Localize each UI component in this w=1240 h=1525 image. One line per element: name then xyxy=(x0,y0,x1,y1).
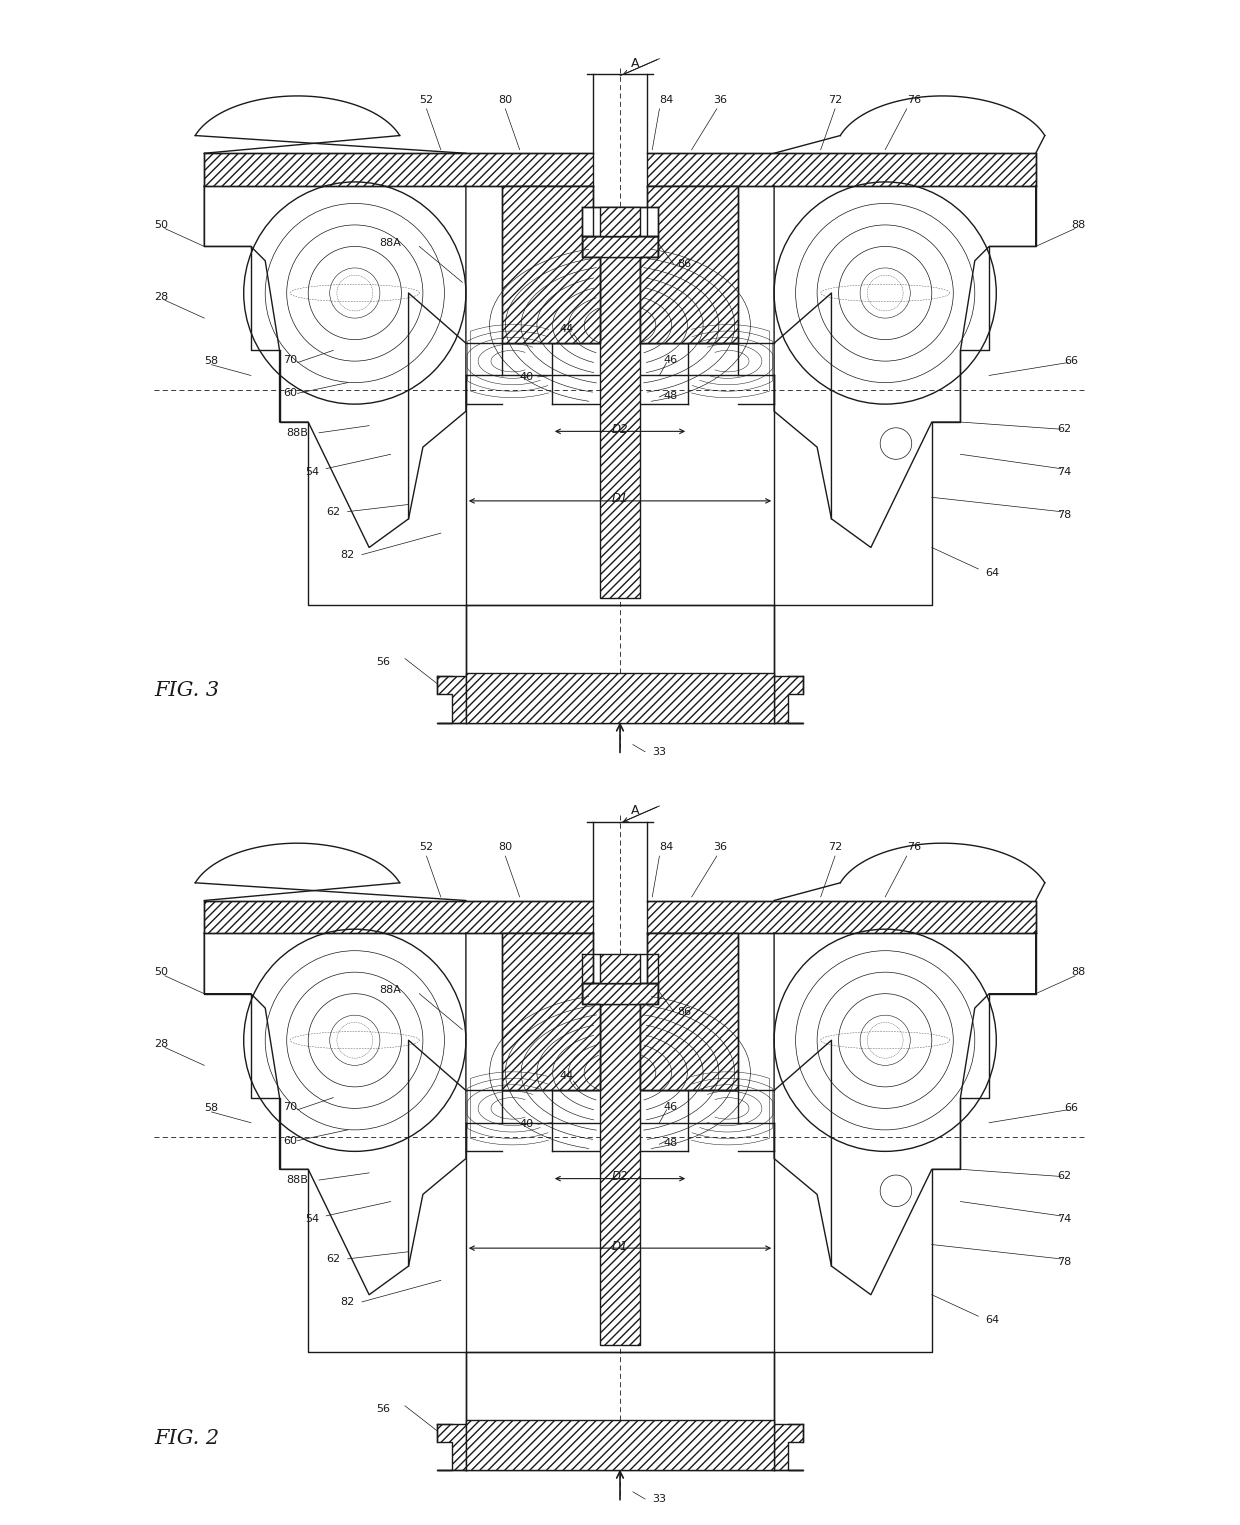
Text: 48: 48 xyxy=(663,390,677,401)
Polygon shape xyxy=(502,933,600,1090)
Text: 80: 80 xyxy=(498,95,512,105)
Text: 66: 66 xyxy=(1065,1104,1079,1113)
Text: 36: 36 xyxy=(713,95,728,105)
Polygon shape xyxy=(647,154,1035,186)
Text: D2: D2 xyxy=(611,1170,629,1183)
Polygon shape xyxy=(640,933,738,1090)
Text: 46: 46 xyxy=(663,355,677,364)
Text: 40: 40 xyxy=(520,1119,534,1128)
Polygon shape xyxy=(582,984,658,1005)
Text: 62: 62 xyxy=(1058,1171,1071,1182)
Text: 58: 58 xyxy=(205,1104,218,1113)
Text: 70: 70 xyxy=(283,1103,298,1112)
Text: 50: 50 xyxy=(154,967,169,978)
Text: 88A: 88A xyxy=(379,985,402,996)
Text: 56: 56 xyxy=(377,1405,391,1414)
Text: 72: 72 xyxy=(828,95,842,105)
Text: 28: 28 xyxy=(154,1039,169,1049)
Text: 66: 66 xyxy=(1065,357,1079,366)
Text: 62: 62 xyxy=(326,506,340,517)
Text: 78: 78 xyxy=(1058,1258,1071,1267)
Text: 54: 54 xyxy=(305,467,319,477)
Text: 86: 86 xyxy=(677,1006,692,1017)
Text: 58: 58 xyxy=(205,357,218,366)
Polygon shape xyxy=(466,1420,774,1470)
Text: 78: 78 xyxy=(1058,511,1071,520)
Text: 76: 76 xyxy=(906,842,921,852)
Text: 80: 80 xyxy=(498,842,512,852)
Text: 82: 82 xyxy=(341,549,355,560)
Text: 28: 28 xyxy=(154,291,169,302)
Polygon shape xyxy=(466,673,774,723)
Text: 46: 46 xyxy=(663,1103,677,1112)
Text: 74: 74 xyxy=(1058,467,1071,477)
Text: 72: 72 xyxy=(828,842,842,852)
Text: 56: 56 xyxy=(377,657,391,666)
Text: 62: 62 xyxy=(326,1254,340,1264)
Text: 88: 88 xyxy=(1071,220,1086,230)
Text: A: A xyxy=(631,804,640,817)
Polygon shape xyxy=(600,258,640,598)
Polygon shape xyxy=(438,1424,466,1470)
Text: 88: 88 xyxy=(1071,967,1086,978)
Text: 48: 48 xyxy=(663,1138,677,1148)
Text: FIG. 3: FIG. 3 xyxy=(154,682,219,700)
Text: 82: 82 xyxy=(341,1296,355,1307)
Text: 76: 76 xyxy=(906,95,921,105)
Polygon shape xyxy=(582,236,658,258)
Text: 64: 64 xyxy=(986,567,999,578)
Text: 52: 52 xyxy=(419,842,434,852)
Text: 50: 50 xyxy=(154,220,169,230)
Text: 64: 64 xyxy=(986,1315,999,1325)
Text: 33: 33 xyxy=(652,747,666,756)
Text: 60: 60 xyxy=(283,1136,298,1145)
Polygon shape xyxy=(502,186,600,343)
Text: D1: D1 xyxy=(611,1240,629,1252)
Polygon shape xyxy=(640,186,738,343)
Text: 74: 74 xyxy=(1058,1214,1071,1225)
Text: 88B: 88B xyxy=(286,1176,309,1185)
Polygon shape xyxy=(647,900,1035,933)
Polygon shape xyxy=(600,955,640,984)
Polygon shape xyxy=(582,207,658,236)
Text: 44: 44 xyxy=(559,323,573,334)
Text: FIG. 2: FIG. 2 xyxy=(154,1429,219,1447)
Polygon shape xyxy=(774,677,802,723)
Polygon shape xyxy=(205,900,593,933)
Text: D2: D2 xyxy=(611,422,629,436)
Polygon shape xyxy=(600,207,640,236)
Text: 60: 60 xyxy=(283,389,298,398)
Text: 86: 86 xyxy=(677,259,692,270)
Text: 36: 36 xyxy=(713,842,728,852)
Text: 44: 44 xyxy=(559,1071,573,1081)
Text: 52: 52 xyxy=(419,95,434,105)
Polygon shape xyxy=(205,154,593,186)
Text: 33: 33 xyxy=(652,1494,666,1504)
Text: D1: D1 xyxy=(611,493,629,505)
Polygon shape xyxy=(600,1005,640,1345)
Text: 84: 84 xyxy=(660,842,673,852)
Text: 40: 40 xyxy=(520,372,534,381)
Text: 54: 54 xyxy=(305,1214,319,1225)
Text: 88A: 88A xyxy=(379,238,402,249)
Polygon shape xyxy=(774,1424,802,1470)
Text: 84: 84 xyxy=(660,95,673,105)
Text: 88B: 88B xyxy=(286,429,309,438)
Polygon shape xyxy=(438,677,466,723)
Text: 70: 70 xyxy=(283,355,298,364)
Text: A: A xyxy=(631,56,640,70)
Text: 62: 62 xyxy=(1058,424,1071,435)
